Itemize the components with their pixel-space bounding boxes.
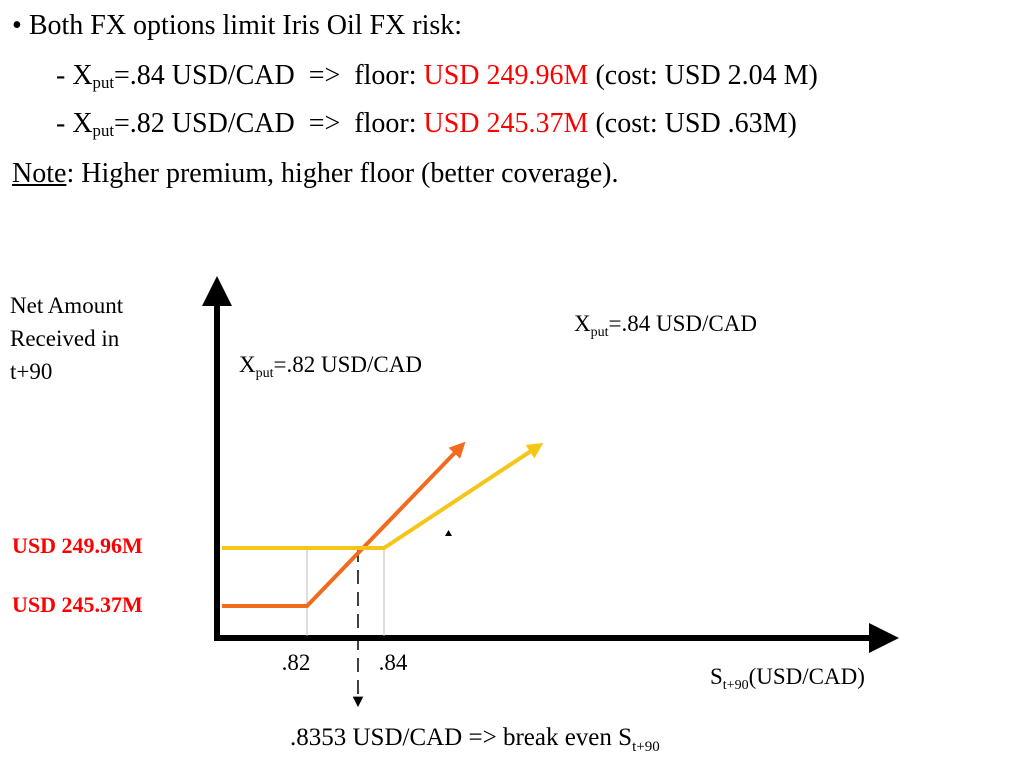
y-axis-label-line-1: Net Amount <box>10 293 124 318</box>
x-axis-label-unit: (USD/CAD) <box>749 664 865 689</box>
series-label-put-84-main: X <box>574 311 591 336</box>
bullet-symbol: • <box>12 10 22 41</box>
put-82-arrow: => <box>308 108 341 139</box>
put-82-strike: =.82 USD/CAD <box>114 108 295 139</box>
stray-marker-icon <box>445 530 452 536</box>
payoff-line-put-82 <box>222 441 466 608</box>
y-tick-label-lower: USD 245.37M <box>12 592 143 617</box>
payoff-line-put-84 <box>222 442 544 550</box>
put-82-sub: put <box>92 121 114 141</box>
note-text: : Higher premium, higher floor (better c… <box>66 158 619 189</box>
series-label-put-82-sub: put <box>256 366 274 381</box>
put-84-line: - Xput=.84 USD/CAD => floor: USD 249.96M… <box>56 60 818 92</box>
bullet-text: Both FX options limit Iris Oil FX risk: <box>28 10 463 41</box>
put-82-cost: (cost: USD .63M) <box>595 108 797 139</box>
series-label-put-82-main: X <box>239 352 256 377</box>
series-label-put-82-rest: =.82 USD/CAD <box>274 352 422 377</box>
x-tick-label-84: .84 <box>379 650 408 675</box>
put-84-arrow: => <box>308 60 341 91</box>
put-84-dash: - X <box>56 60 93 91</box>
put-84-floor-value: USD 249.96M <box>423 60 589 91</box>
put-84-sub: put <box>92 73 114 93</box>
y-axis-label-line-3: t+90 <box>10 359 52 384</box>
series-label-put-82: Xput=.82 USD/CAD <box>239 352 422 381</box>
put-84-floor-label: floor: <box>354 60 417 91</box>
x-axis-label-sub: t+90 <box>723 678 749 693</box>
put-82-floor-value: USD 245.37M <box>423 108 589 139</box>
put-84-cost: (cost: USD 2.04 M) <box>595 60 818 91</box>
x-axis-label-main: S <box>710 664 723 689</box>
note-line: Note: Higher premium, higher floor (bett… <box>12 158 618 190</box>
y-axis-label-line-2: Received in <box>10 326 120 351</box>
put-82-floor-label: floor: <box>354 108 417 139</box>
put-82-line: - Xput=.82 USD/CAD => floor: USD 245.37M… <box>56 108 797 140</box>
put-84-strike: =.84 USD/CAD <box>114 60 295 91</box>
x-tick-label-82: .82 <box>282 650 311 675</box>
y-tick-label-upper: USD 249.96M <box>12 533 143 558</box>
series-label-put-84: Xput=.84 USD/CAD <box>574 311 757 340</box>
breakeven-label-main: .8353 USD/CAD => break even S <box>290 724 632 751</box>
breakeven-label-sub: t+90 <box>632 739 660 755</box>
put-82-dash: - X <box>56 108 93 139</box>
x-axis-label: St+90(USD/CAD) <box>710 664 865 693</box>
series-label-put-84-sub: put <box>591 325 609 340</box>
breakeven-label: .8353 USD/CAD => break even St+90 <box>290 724 660 755</box>
bullet-heading: • Both FX options limit Iris Oil FX risk… <box>12 10 462 42</box>
note-label: Note <box>12 158 67 189</box>
series-label-put-84-rest: =.84 USD/CAD <box>609 311 757 336</box>
